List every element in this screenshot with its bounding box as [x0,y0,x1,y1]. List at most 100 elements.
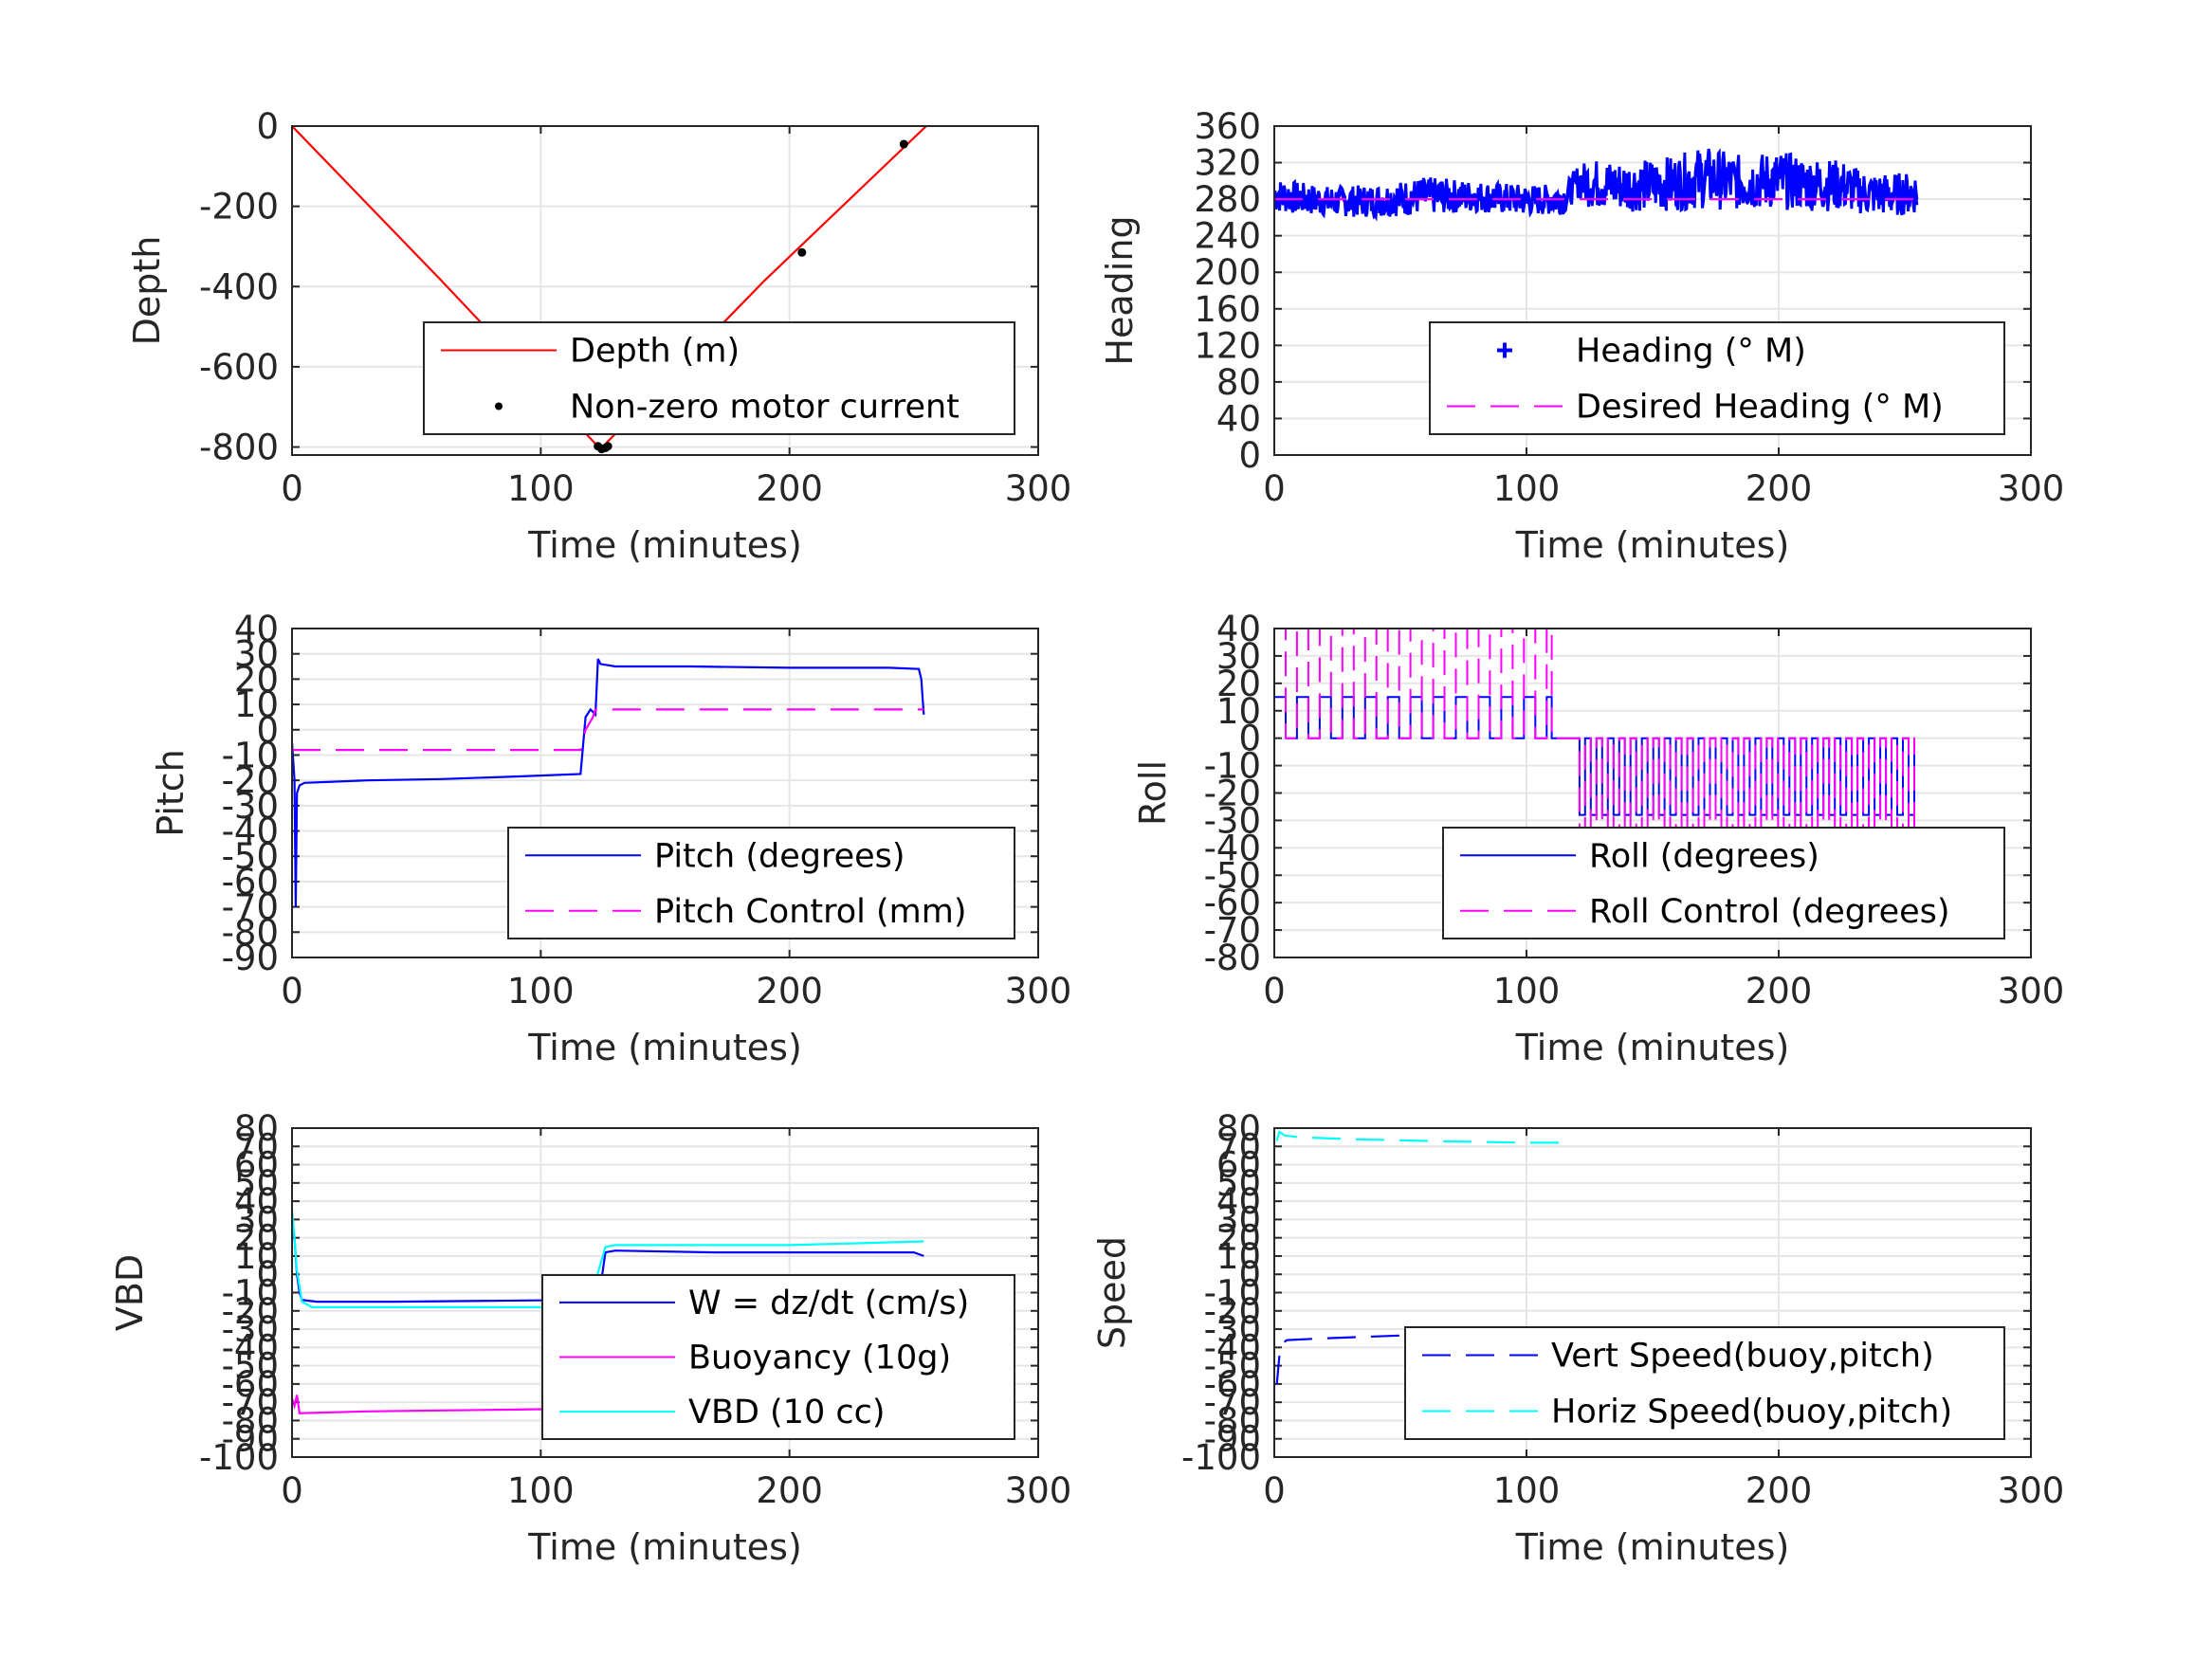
roll-series-group [1274,629,1915,849]
depth-axes-box [291,125,1039,456]
roll-y-tick-label: -10 [1204,746,1261,787]
pitch-axes-box [291,628,1039,958]
vbd-y-tick-label: 70 [234,1126,279,1167]
depth-legend-box [423,321,1015,435]
vbd-x-tick-label: 200 [756,1470,823,1511]
depth-series-1-point [603,442,612,451]
speed-y-tick-label: -20 [1204,1291,1261,1332]
heading-y-tick-label: 320 [1194,143,1261,184]
heading-legend: Heading (° M) Desired Heading (° M) [1429,321,2005,435]
vbd-x-tick-label: 0 [281,1470,303,1511]
heading-y-tick-label: 0 [1238,435,1261,476]
speed-panel: 0 100 200 30080706050403020100-10-20-30-40-… [1091,1108,2064,1568]
roll-legend-box [1442,827,2005,939]
heading-axes-box [1273,125,2032,456]
heading-x-tick-label: 0 [1263,468,1286,509]
speed-legend: Vert Speed(buoy,pitch) Horiz Speed(buoy,p… [1404,1326,2005,1440]
heading-legend-swatch [1497,342,1512,358]
depth-series-group [292,126,927,454]
pitch-x-axis-label: Time (minutes) [527,1027,802,1068]
speed-y-tick-label: 20 [1216,1218,1261,1259]
pitch-legend: Pitch (degrees) Pitch Control (mm) [507,827,1015,939]
speed-legend-label: Horiz Speed(buoy,pitch) [1551,1394,1952,1431]
depth-y-tick-label: -400 [199,266,279,307]
pitch-y-tick-label: 20 [234,659,279,700]
vbd-y-tick-label: 10 [234,1236,279,1277]
depth-x-tick-label: 100 [507,468,575,509]
vbd-y-tick-label: 40 [234,1181,279,1222]
heading-y-tick-label: 280 [1194,179,1261,220]
heading-y-tick-label: 120 [1194,325,1261,366]
pitch-y-axis-label: Pitch [150,749,192,837]
vbd-x-axis-label: Time (minutes) [527,1526,802,1568]
vbd-axes-box [291,1127,1039,1458]
depth-x-tick-label: 200 [756,468,823,509]
heading-y-tick-label: 200 [1194,252,1261,293]
roll-y-tick-label: -70 [1204,910,1261,951]
speed-x-tick-label: 300 [1998,1470,2065,1511]
speed-y-tick-label: -70 [1204,1382,1261,1423]
roll-y-tick-label: 40 [1216,609,1261,649]
roll-legend-label: Roll (degrees) [1589,837,1819,875]
depth-series-1-point [899,139,908,149]
speed-legend-box [1404,1326,2005,1440]
vbd-y-tick-label: -80 [222,1400,279,1441]
pitch-y-tick-label: 40 [234,609,279,649]
vbd-y-tick-label: -60 [222,1364,279,1405]
depth-x-axis-label: Time (minutes) [527,524,802,566]
roll-y-tick-label: -40 [1204,828,1261,868]
pitch-x-tick-label: 100 [507,971,575,1012]
speed-y-axis-label: Speed [1091,1236,1133,1349]
pitch-x-tick-label: 200 [756,971,823,1012]
heading-y-tick-label: 360 [1194,106,1261,147]
speed-axes-box [1273,1127,2032,1458]
speed-y-tick-label: -80 [1204,1400,1261,1441]
speed-legend-label: Vert Speed(buoy,pitch) [1551,1338,1934,1376]
vbd-y-tick-label: -20 [222,1291,279,1332]
speed-x-axis-label: Time (minutes) [1515,1526,1790,1568]
pitch-series-1-line [292,708,924,752]
vbd-y-tick-label: -50 [222,1346,279,1387]
speed-x-tick-label: 0 [1263,1470,1286,1511]
roll-y-tick-label: 0 [1238,719,1261,759]
vbd-panel: 0 100 200 30080706050403020100-10-20-30-40-… [109,1108,1071,1568]
pitch-y-tick-label: 10 [234,684,279,725]
speed-y-tick-label: -60 [1204,1364,1261,1405]
vbd-x-tick-label: 300 [1005,1470,1072,1511]
speed-y-tick-label: -50 [1204,1346,1261,1387]
pitch-y-tick-label: -80 [222,912,279,953]
roll-series-1-line [1274,629,1915,849]
vbd-series-1-line [292,1395,586,1414]
pitch-legend-label: Pitch (degrees) [654,837,905,875]
speed-y-tick-label: -30 [1204,1309,1261,1350]
depth-legend-label: Non-zero motor current [570,389,960,427]
speed-y-tick-label: 80 [1216,1108,1261,1149]
heading-x-tick-label: 300 [1998,468,2065,509]
heading-x-tick-label: 200 [1746,468,1813,509]
pitch-series-group [292,658,925,907]
pitch-y-tick-label: 0 [256,710,279,751]
roll-legend-label: Roll Control (degrees) [1589,893,1950,931]
speed-x-tick-label: 100 [1493,1470,1561,1511]
vbd-legend-label: W = dz/dt (cm/s) [688,1285,969,1322]
vbd-y-tick-label: 20 [234,1218,279,1259]
vbd-y-tick-label: -90 [222,1419,279,1460]
vbd-y-tick-label: -100 [199,1437,279,1478]
speed-y-tick-label: 0 [1238,1254,1261,1295]
roll-y-tick-label: 30 [1216,636,1261,677]
speed-y-tick-label: 60 [1216,1145,1261,1186]
heading-y-tick-label: 240 [1194,216,1261,257]
heading-panel: 0 100 200 30004080120160200240280320360Time… [1099,106,2064,566]
depth-legend-label: Depth (m) [570,333,740,371]
roll-y-tick-label: -60 [1204,883,1261,923]
heading-x-axis-label: Time (minutes) [1515,524,1790,566]
roll-y-tick-label: -80 [1204,938,1261,978]
heading-legend-label: Heading (° M) [1576,333,1806,371]
heading-y-tick-label: 80 [1216,362,1261,403]
roll-y-tick-label: -20 [1204,774,1261,814]
pitch-x-tick-label: 0 [281,971,303,1012]
heading-y-tick-label: 40 [1216,398,1261,439]
roll-x-tick-label: 200 [1746,971,1813,1012]
depth-legend-swatch [495,402,503,410]
